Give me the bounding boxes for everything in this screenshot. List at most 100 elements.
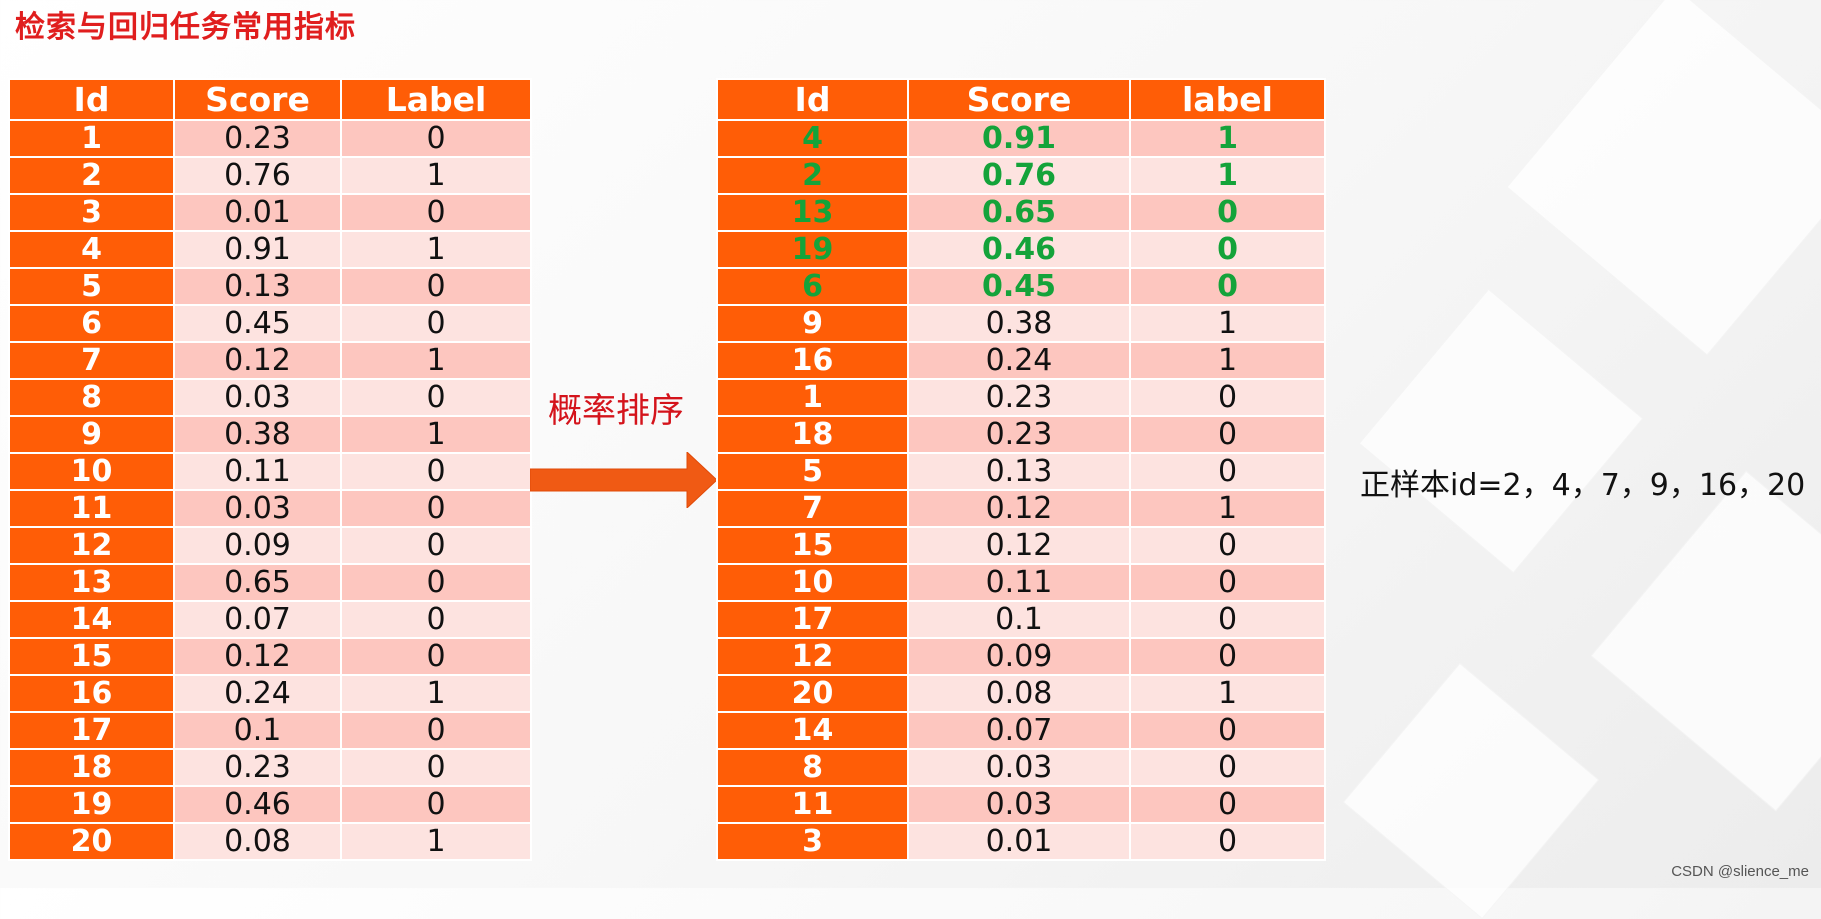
- column-header-label: Label: [340, 78, 532, 121]
- cell-score: 0.46: [173, 785, 342, 824]
- table-row: 14 0.07 0: [8, 600, 532, 639]
- cell-score: 0.13: [173, 267, 342, 306]
- cell-id: 14: [716, 711, 909, 750]
- cell-label: 1: [340, 341, 532, 380]
- cell-id: 19: [716, 230, 909, 269]
- cell-score: 0.38: [907, 304, 1131, 343]
- cell-id: 11: [8, 489, 175, 528]
- cell-id: 1: [716, 378, 909, 417]
- cell-label: 0: [1129, 415, 1326, 454]
- cell-label: 0: [1129, 600, 1326, 639]
- table-row: 16 0.24 1: [8, 674, 532, 713]
- column-header-id: Id: [716, 78, 909, 121]
- cell-id: 15: [8, 637, 175, 676]
- cell-id: 1: [8, 119, 175, 158]
- table-row: 2 0.76 1: [716, 156, 1326, 195]
- cell-score: 0.1: [173, 711, 342, 750]
- table-row: 5 0.13 0: [8, 267, 532, 306]
- cell-id: 8: [716, 748, 909, 787]
- unsorted-score-table: Id Score Label 1 0.23 0 2 0.76 1 3 0.01 0 4 0.91 1 5…: [8, 78, 532, 861]
- cell-id: 5: [716, 452, 909, 491]
- cell-label: 0: [340, 748, 532, 787]
- table-row: 20 0.08 1: [8, 822, 532, 861]
- cell-label: 0: [340, 119, 532, 158]
- cell-id: 3: [8, 193, 175, 232]
- cell-id: 17: [716, 600, 909, 639]
- cell-score: 0.12: [907, 526, 1131, 565]
- cell-score: 0.08: [907, 674, 1131, 713]
- cell-score: 0.08: [173, 822, 342, 861]
- cell-id: 18: [716, 415, 909, 454]
- cell-label: 1: [1129, 156, 1326, 195]
- cell-score: 0.03: [173, 378, 342, 417]
- table-row: 12 0.09 0: [716, 637, 1326, 676]
- cell-score: 0.38: [173, 415, 342, 454]
- cell-score: 0.45: [173, 304, 342, 343]
- table-row: 13 0.65 0: [716, 193, 1326, 232]
- cell-score: 0.65: [907, 193, 1131, 232]
- cell-id: 10: [8, 452, 175, 491]
- cell-label: 0: [1129, 637, 1326, 676]
- cell-score: 0.12: [907, 489, 1131, 528]
- cell-score: 0.24: [907, 341, 1131, 380]
- cell-score: 0.12: [173, 341, 342, 380]
- cell-label: 0: [340, 304, 532, 343]
- table-row: 1 0.23 0: [716, 378, 1326, 417]
- table-row: 3 0.01 0: [8, 193, 532, 232]
- table-row: 12 0.09 0: [8, 526, 532, 565]
- cell-id: 4: [8, 230, 175, 269]
- table-row: 10 0.11 0: [8, 452, 532, 491]
- cell-id: 19: [8, 785, 175, 824]
- cell-label: 0: [340, 267, 532, 306]
- table-header-row: Id Score label: [716, 78, 1326, 121]
- cell-label: 0: [1129, 711, 1326, 750]
- cell-score: 0.23: [173, 748, 342, 787]
- column-header-id: Id: [8, 78, 175, 121]
- table-row: 14 0.07 0: [716, 711, 1326, 750]
- cell-id: 16: [8, 674, 175, 713]
- cell-label: 0: [340, 600, 532, 639]
- table-row: 11 0.03 0: [716, 785, 1326, 824]
- cell-id: 13: [716, 193, 909, 232]
- cell-id: 18: [8, 748, 175, 787]
- cell-score: 0.1: [907, 600, 1131, 639]
- table-row: 11 0.03 0: [8, 489, 532, 528]
- cell-label: 0: [340, 785, 532, 824]
- cell-score: 0.23: [907, 415, 1131, 454]
- cell-id: 12: [8, 526, 175, 565]
- table-row: 15 0.12 0: [8, 637, 532, 676]
- cell-label: 0: [1129, 267, 1326, 306]
- table-row: 5 0.13 0: [716, 452, 1326, 491]
- cell-id: 2: [8, 156, 175, 195]
- table-row: 1 0.23 0: [8, 119, 532, 158]
- cell-score: 0.03: [907, 748, 1131, 787]
- cell-id: 7: [8, 341, 175, 380]
- table-header-row: Id Score Label: [8, 78, 532, 121]
- positive-samples-note: 正样本id=2，4，7，9，16，20: [1360, 468, 1806, 503]
- cell-id: 15: [716, 526, 909, 565]
- cell-label: 0: [1129, 193, 1326, 232]
- cell-label: 0: [1129, 526, 1326, 565]
- table-row: 8 0.03 0: [8, 378, 532, 417]
- cell-score: 0.07: [173, 600, 342, 639]
- right-arrow-icon: [530, 452, 717, 508]
- cell-score: 0.09: [173, 526, 342, 565]
- table-row: 6 0.45 0: [716, 267, 1326, 306]
- cell-id: 14: [8, 600, 175, 639]
- cell-score: 0.03: [907, 785, 1131, 824]
- cell-id: 12: [716, 637, 909, 676]
- cell-label: 0: [1129, 452, 1326, 491]
- cell-score: 0.24: [173, 674, 342, 713]
- cell-score: 0.65: [173, 563, 342, 602]
- table-row: 17 0.1 0: [716, 600, 1326, 639]
- cell-label: 0: [1129, 230, 1326, 269]
- cell-label: 0: [1129, 748, 1326, 787]
- cell-score: 0.07: [907, 711, 1131, 750]
- column-header-label: label: [1129, 78, 1326, 121]
- cell-label: 0: [340, 637, 532, 676]
- cell-score: 0.11: [907, 563, 1131, 602]
- table-row: 2 0.76 1: [8, 156, 532, 195]
- cell-label: 0: [340, 711, 532, 750]
- table-row: 15 0.12 0: [716, 526, 1326, 565]
- cell-score: 0.45: [907, 267, 1131, 306]
